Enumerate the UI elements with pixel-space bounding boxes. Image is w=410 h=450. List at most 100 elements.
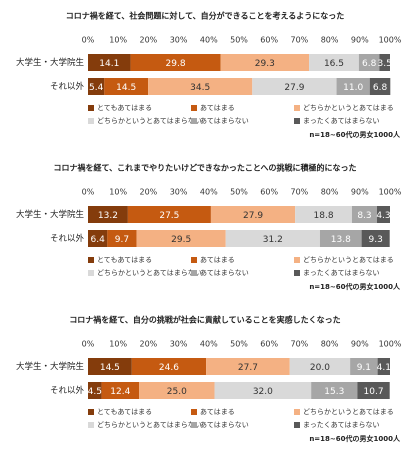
value-label: 15.3	[324, 387, 344, 397]
bar-segment	[225, 230, 320, 247]
category-label: それ以外	[50, 233, 85, 244]
bar-segment	[107, 230, 137, 247]
x-tick-label: 60%	[260, 340, 278, 349]
bar-segment	[319, 230, 362, 247]
note: n=18~60代の男女1000人	[309, 282, 401, 291]
value-label: 27.9	[243, 211, 263, 221]
x-tick-label: 80%	[321, 36, 339, 45]
x-tick-label: 70%	[291, 188, 309, 197]
x-tick-label: 30%	[170, 340, 188, 349]
value-label: 8.3	[357, 211, 371, 221]
bar-segment	[88, 54, 131, 71]
value-label: 27.9	[284, 83, 304, 93]
legend-swatch	[88, 270, 94, 276]
x-tick-label: 30%	[170, 36, 188, 45]
legend-label: どちらかというとあてはまらない	[97, 269, 202, 277]
value-label: 14.5	[116, 83, 136, 93]
bar-segment	[220, 54, 310, 71]
x-tick-label: 0%	[82, 340, 95, 349]
bar-segment	[350, 358, 378, 375]
legend-label: どちらかというとあてはまる	[303, 256, 394, 264]
x-tick-label: 50%	[230, 340, 248, 349]
x-tick-label: 10%	[109, 340, 127, 349]
legend-swatch	[191, 422, 197, 428]
legend-swatch	[88, 105, 94, 111]
bar-segment	[148, 78, 253, 95]
value-label: 34.5	[190, 83, 210, 93]
value-label: 4.5	[88, 387, 102, 397]
bar-segment	[289, 358, 351, 375]
x-tick-label: 10%	[109, 188, 127, 197]
bar-segment	[101, 382, 140, 399]
legend-label: あてはまらない	[200, 421, 249, 429]
chart-title: コロナ禍を経て、これまでやりたいけどできなかったことへの挑戦に積極的になった	[53, 163, 356, 173]
x-tick-label: 80%	[321, 340, 339, 349]
legend-label: どちらかというとあてはまる	[303, 104, 394, 112]
bar-segment	[88, 78, 105, 95]
legend-label: とてもあてはまる	[97, 408, 152, 416]
x-tick-label: 40%	[200, 340, 218, 349]
value-label: 27.5	[159, 211, 179, 221]
bar-segment	[88, 382, 102, 399]
legend-label: あてはまらない	[200, 269, 249, 277]
legend-label: とてもあてはまる	[97, 104, 152, 112]
bar-segment	[358, 54, 380, 71]
x-tick-label: 0%	[82, 188, 95, 197]
legend-swatch	[88, 409, 94, 415]
bar-segment	[377, 206, 390, 223]
legend-swatch	[294, 270, 300, 276]
x-tick-label: 90%	[351, 188, 369, 197]
legend-label: どちらかというとあてはまらない	[97, 421, 202, 429]
value-label: 32.0	[253, 387, 273, 397]
bar-segment	[139, 382, 215, 399]
bar-segment	[369, 78, 391, 95]
value-label: 3.5	[378, 59, 392, 69]
category-label: 大学生・大学院生	[16, 57, 85, 68]
value-label: 4.3	[376, 211, 390, 221]
bar-segment	[252, 78, 337, 95]
value-label: 14.1	[99, 59, 119, 69]
legend-swatch	[191, 257, 197, 263]
value-label: 5.4	[89, 83, 104, 93]
x-tick-label: 10%	[109, 36, 127, 45]
bar-segment	[379, 54, 390, 71]
x-tick-label: 90%	[351, 36, 369, 45]
bar-segment	[88, 358, 132, 375]
legend-swatch	[88, 422, 94, 428]
x-tick-label: 20%	[140, 36, 158, 45]
value-label: 29.3	[255, 59, 275, 69]
bar-segment	[214, 382, 312, 399]
category-label: それ以外	[50, 81, 85, 92]
note: n=18~60代の男女1000人	[309, 434, 401, 443]
legend-swatch	[88, 257, 94, 263]
value-label: 18.8	[314, 211, 334, 221]
legend-label: あてはまらない	[200, 117, 249, 125]
legend-swatch	[191, 409, 197, 415]
value-label: 4.1	[377, 363, 391, 373]
x-tick-label: 60%	[260, 188, 278, 197]
x-tick-label: 70%	[291, 340, 309, 349]
legend-swatch	[294, 257, 300, 263]
x-tick-label: 50%	[230, 36, 248, 45]
legend-swatch	[191, 118, 197, 124]
value-label: 13.8	[331, 235, 351, 245]
x-tick-label: 70%	[291, 36, 309, 45]
bar-segment	[88, 230, 108, 247]
x-tick-label: 100%	[379, 188, 402, 197]
x-tick-label: 50%	[230, 188, 248, 197]
value-label: 11.0	[343, 83, 363, 93]
legend-label: あてはまる	[200, 408, 235, 416]
value-label: 31.2	[263, 235, 283, 245]
legend-label: まったくあてはまらない	[303, 117, 379, 125]
value-label: 24.6	[159, 363, 179, 373]
value-label: 29.5	[171, 235, 191, 245]
value-label: 12.4	[110, 387, 130, 397]
value-label: 9.1	[357, 363, 371, 373]
value-label: 10.7	[364, 387, 384, 397]
chart-title: コロナ禍を経て、社会問題に対して、自分ができることを考えるようになった	[66, 11, 345, 21]
value-label: 6.4	[90, 235, 105, 245]
legend-swatch	[88, 118, 94, 124]
legend-swatch	[294, 409, 300, 415]
value-label: 16.5	[324, 59, 344, 69]
